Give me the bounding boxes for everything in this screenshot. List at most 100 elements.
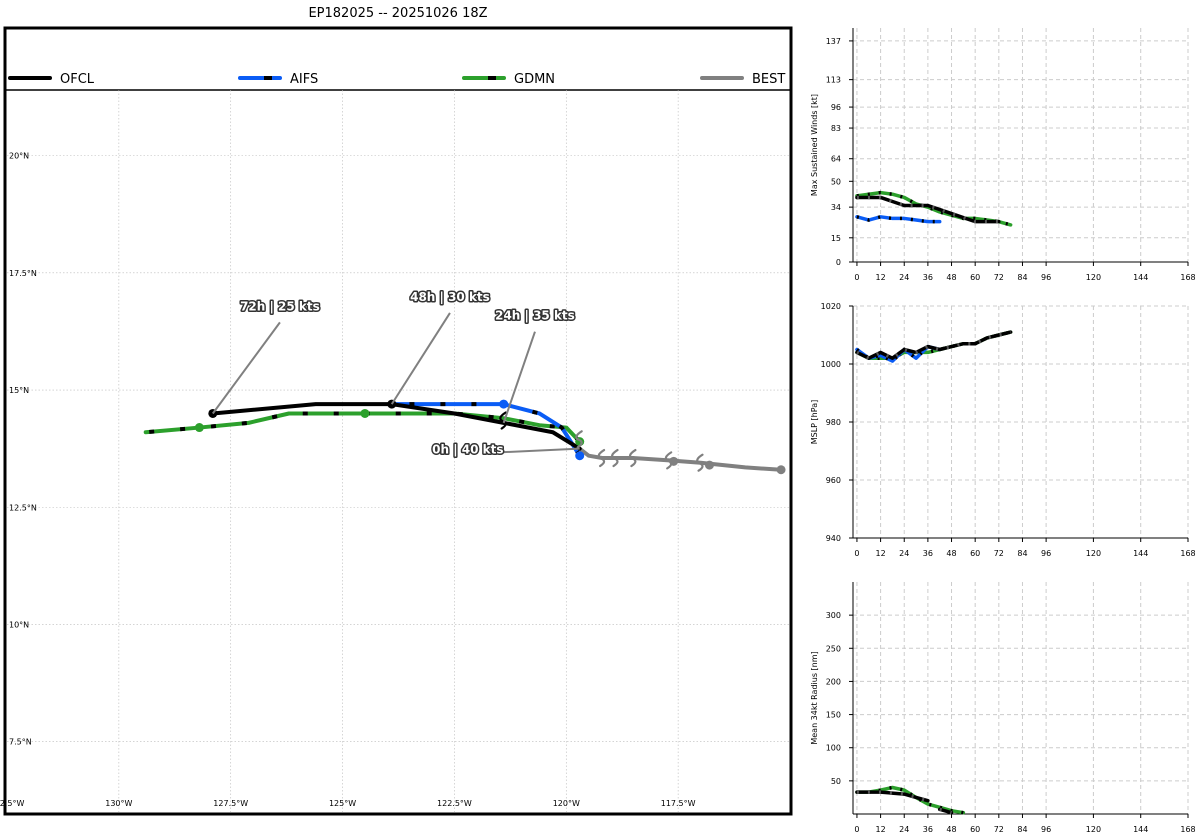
panel-y-tick-label: 83: [831, 124, 841, 133]
annotation-label: 24h | 35 kts: [495, 309, 575, 323]
map-y-tick-label: 15°N: [9, 386, 29, 395]
storm-symbol-icon: [696, 453, 704, 472]
panel-x-tick-label: 0: [854, 549, 859, 558]
track-best: [577, 446, 784, 472]
legend-label-gdmn: GDMN: [514, 72, 555, 87]
aifs-point: [575, 451, 585, 461]
annotation-label: 48h | 30 kts: [410, 290, 490, 304]
panel-y-tick-label: 137: [826, 37, 841, 46]
map-y-tick-label: 20°N: [9, 152, 29, 161]
panel-x-tick-label: 84: [1017, 549, 1027, 558]
track-gdmn-dashes: [145, 411, 582, 444]
series-aifs: [855, 215, 942, 224]
panel-x-tick-label: 72: [994, 825, 1004, 834]
legend-label-aifs: AIFS: [290, 72, 318, 87]
panel-x-tick-label: 168: [1180, 549, 1195, 558]
legend-label-best: BEST: [752, 72, 785, 87]
panel-y-tick-label: 1020: [821, 302, 841, 311]
panel-x-tick-label: 12: [875, 273, 885, 282]
panel-y-tick-label: 96: [831, 103, 841, 112]
figure-title: EP182025 -- 20251026 18Z: [308, 6, 487, 21]
panel-y-tick-label: 200: [826, 677, 841, 686]
map-frame: [3, 26, 793, 816]
storm-symbol-icon: [575, 430, 583, 449]
storm-symbol-icon: [664, 451, 673, 470]
panel-y-tick-label: 300: [826, 611, 841, 620]
panel-x-tick-label: 48: [946, 273, 956, 282]
map-x-tick-label: 127.5°W: [213, 799, 248, 808]
panel-y-tick-label: 64: [831, 155, 841, 164]
series-gdmn-dashes: [856, 190, 1012, 227]
panel-x-tick-label: 168: [1180, 273, 1195, 282]
radius-panel: 0 12 24 36 48 60 72 84 96 120 144 168 50 100 150 200 250…: [810, 582, 1196, 834]
map-x-tick-label: 130°W: [105, 799, 132, 808]
annotation-label: 72h | 25 kts: [240, 299, 320, 313]
panel-x-tick-label: 36: [923, 273, 933, 282]
panel-x-tick-label: 24: [899, 273, 909, 282]
panel-x-tick-label: 120: [1086, 549, 1101, 558]
mslp-panel: 0 12 24 36 48 60 72 84 96 120 144 168 940 960 980 1000 1…: [810, 302, 1196, 558]
panel-y-label: Mean 34kt Radius [nm]: [810, 651, 819, 744]
track-map: OFCL AIFS GDMN BEST 132.5°W 130°W 127.5°W 125°W…: [0, 26, 793, 816]
panel-x-tick-label: 36: [923, 825, 933, 834]
panel-y-tick-label: 100: [826, 744, 841, 753]
annotation-arrow: [499, 447, 580, 454]
map-y-tick-label: 17.5°N: [9, 269, 37, 278]
panel-y-tick-label: 113: [826, 76, 841, 85]
storm-symbol-icon: [628, 448, 637, 468]
map-x-tick-label: 125°W: [329, 799, 356, 808]
panel-y-tick-label: 940: [826, 534, 841, 543]
gdmn-point: [194, 423, 204, 433]
map-x-tick-label: 132.5°W: [0, 799, 24, 808]
panel-y-tick-label: 1000: [821, 360, 841, 369]
map-y-tick-label: 7.5°N: [9, 738, 32, 747]
panel-y-tick-label: 250: [826, 644, 841, 653]
best-point: [704, 460, 714, 470]
panel-x-tick-label: 24: [899, 549, 909, 558]
panel-y-tick-label: 960: [826, 476, 841, 485]
best-point: [776, 465, 786, 475]
panel-y-tick-label: 980: [826, 418, 841, 427]
panel-x-tick-label: 60: [970, 825, 980, 834]
panel-x-tick-label: 144: [1133, 549, 1148, 558]
panel-x-tick-label: 60: [970, 273, 980, 282]
storm-symbol-icon: [597, 448, 606, 468]
series-ofcl-dashes: [856, 195, 999, 224]
panel-y-tick-label: 15: [831, 234, 841, 243]
panel-x-tick-label: 72: [994, 273, 1004, 282]
panel-x-tick-label: 84: [1017, 825, 1027, 834]
storm-symbol-icon: [611, 448, 619, 468]
map-y-tick-label: 10°N: [9, 620, 29, 629]
annotation-arrow: [212, 321, 281, 415]
panel-x-tick-label: 96: [1041, 825, 1051, 834]
aifs-point: [499, 399, 509, 409]
gdmn-point: [360, 408, 370, 418]
panel-y-tick-label: 150: [826, 711, 841, 720]
panel-x-tick-label: 36: [923, 549, 933, 558]
panel-x-tick-label: 48: [946, 825, 956, 834]
map-y-tick-label: 12.5°N: [9, 503, 37, 512]
panel-y-label: MSLP [hPa]: [810, 400, 819, 444]
panel-y-label: Max Sustained Winds [kt]: [810, 94, 819, 196]
annotation-arrow: [390, 312, 451, 405]
panel-x-tick-label: 24: [899, 825, 909, 834]
panel-x-tick-label: 144: [1133, 273, 1148, 282]
panel-x-tick-label: 96: [1041, 273, 1051, 282]
panel-x-tick-label: 48: [946, 549, 956, 558]
storm-symbol-icon: [499, 411, 507, 430]
panel-x-tick-label: 12: [875, 825, 885, 834]
panel-y-tick-label: 0: [836, 258, 841, 267]
series-ofcl: [855, 330, 1013, 360]
panel-x-tick-label: 120: [1086, 273, 1101, 282]
panel-x-tick-label: 168: [1180, 825, 1195, 834]
panel-x-tick-label: 120: [1086, 825, 1101, 834]
map-x-tick-label: 122.5°W: [437, 799, 472, 808]
series-ofcl: [855, 790, 930, 803]
track-ofcl: [210, 402, 582, 451]
panel-x-tick-label: 0: [854, 825, 859, 834]
annotation-label: 0h | 40 kts: [432, 442, 503, 456]
panel-y-tick-label: 50: [831, 777, 841, 786]
series-ofcl-tail: [937, 807, 954, 815]
map-x-tick-label: 117.5°W: [661, 799, 696, 808]
